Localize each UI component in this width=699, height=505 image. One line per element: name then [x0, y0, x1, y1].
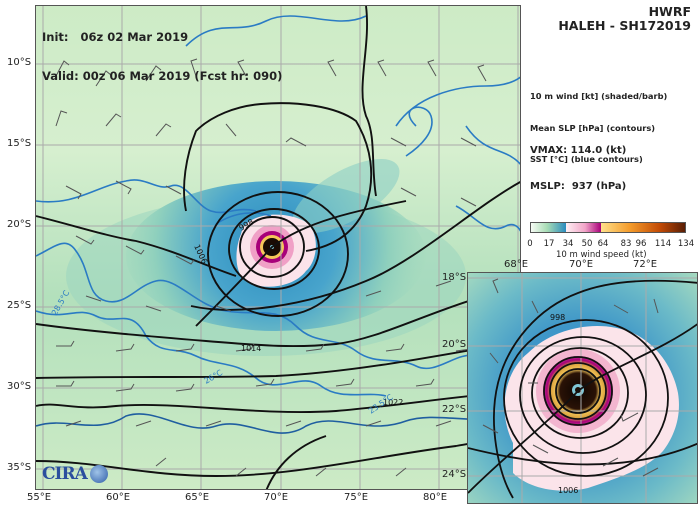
lon-tick-75: 75°E	[344, 492, 369, 503]
lon-tick-80: 80°E	[423, 492, 448, 503]
cbar-seg-34-50	[566, 223, 585, 232]
inset-lat-tick-22: 22°S	[442, 404, 467, 415]
cbar-tick: 96	[635, 239, 647, 249]
legend-sst: SST [°C] (blue contours)	[530, 154, 643, 164]
inset-lat-tick-24: 24°S	[442, 469, 467, 480]
legend-slp: Mean SLP [hPa] (contours)	[530, 122, 656, 133]
lat-tick-10: 10°S	[7, 57, 32, 68]
inset-slp-contours	[468, 279, 697, 499]
inset-lat-tick-20: 20°S	[442, 339, 467, 350]
globe-icon	[89, 465, 108, 483]
lat-tick-20: 20°S	[7, 219, 32, 230]
model-name: HWRF	[648, 4, 691, 19]
inset-lon-tick-72: 72°E	[633, 259, 658, 270]
valid-time: Valid: 00z 06 Mar 2019 (Fcst hr: 090)	[42, 69, 283, 83]
inset-map-canvas: 998 1006	[468, 273, 697, 503]
inset-label-998: 998	[550, 313, 565, 322]
lon-tick-55: 55°E	[27, 492, 52, 503]
lat-tick-25: 25°S	[7, 300, 32, 311]
lon-tick-65: 65°E	[185, 492, 210, 503]
cbar-seg-0-17	[531, 223, 547, 232]
inset-contour-labels: 998 1006	[550, 313, 578, 495]
cbar-tick: 83	[620, 239, 632, 249]
lon-tick-60: 60°E	[106, 492, 131, 503]
lat-tick-15: 15°S	[7, 138, 32, 149]
field-legend: 10 m wind [kt] (shaded/barb) Mean SLP [h…	[530, 70, 667, 175]
lat-tick-35: 35°S	[7, 462, 32, 473]
cbar-tick: 114	[654, 239, 672, 249]
cbar-seg-17-34	[546, 223, 567, 232]
wind-colorbar	[530, 222, 686, 233]
cbar-tick: 134	[677, 239, 695, 249]
title-block: HWRF HALEH - SH172019	[558, 5, 691, 33]
inset-lon-tick-68: 68°E	[504, 259, 529, 270]
inset-zoom-map[interactable]: 998 1006	[467, 272, 698, 504]
lon-tick-70: 70°E	[264, 492, 289, 503]
cbar-tick: 17	[543, 239, 555, 249]
inset-lon-tick-70: 70°E	[569, 259, 594, 270]
slp-label-1022: 1022	[383, 398, 403, 407]
sst-contours	[36, 15, 520, 434]
inset-wind-barbs	[482, 278, 659, 477]
main-map[interactable]: 1006 1014 1022 998 28.5°C 26°C 23.5°C	[35, 5, 521, 490]
forecast-times: Init: 06z 02 Mar 2019 Valid: 00z 06 Mar …	[42, 5, 282, 96]
wind-barbs	[55, 58, 487, 477]
colorbar-label: 10 m wind speed (kt)	[556, 250, 647, 260]
cbar-tick: 64	[597, 239, 609, 249]
cbar-seg-50-64	[584, 223, 601, 232]
cira-logo: CIRA	[42, 462, 117, 486]
main-map-canvas: 1006 1014 1022 998 28.5°C 26°C 23.5°C	[36, 6, 520, 489]
mslp-value: MSLP: 937 (hPa)	[530, 181, 627, 192]
init-time: Init: 06z 02 Mar 2019	[42, 30, 189, 44]
cbar-tick: 34	[562, 239, 574, 249]
legend-wind: 10 m wind [kt] (shaded/barb)	[530, 91, 668, 101]
cira-logo-text: CIRA	[42, 464, 88, 484]
slp-label-1014: 1014	[241, 344, 261, 353]
cbar-tick: 50	[581, 239, 593, 249]
inset-lat-tick-18: 18°S	[442, 272, 467, 283]
storm-name: HALEH - SH172019	[558, 18, 691, 33]
slp-contours	[36, 6, 520, 489]
cbar-tick: 0	[527, 239, 533, 249]
vmax-value: VMAX: 114.0 (kt)	[530, 145, 627, 156]
lat-tick-30: 30°S	[7, 381, 32, 392]
inset-label-1006: 1006	[558, 486, 578, 495]
cbar-seg-64-134	[600, 223, 685, 232]
storm-stats: VMAX: 114.0 (kt) MSLP: 937 (hPa)	[530, 121, 626, 205]
